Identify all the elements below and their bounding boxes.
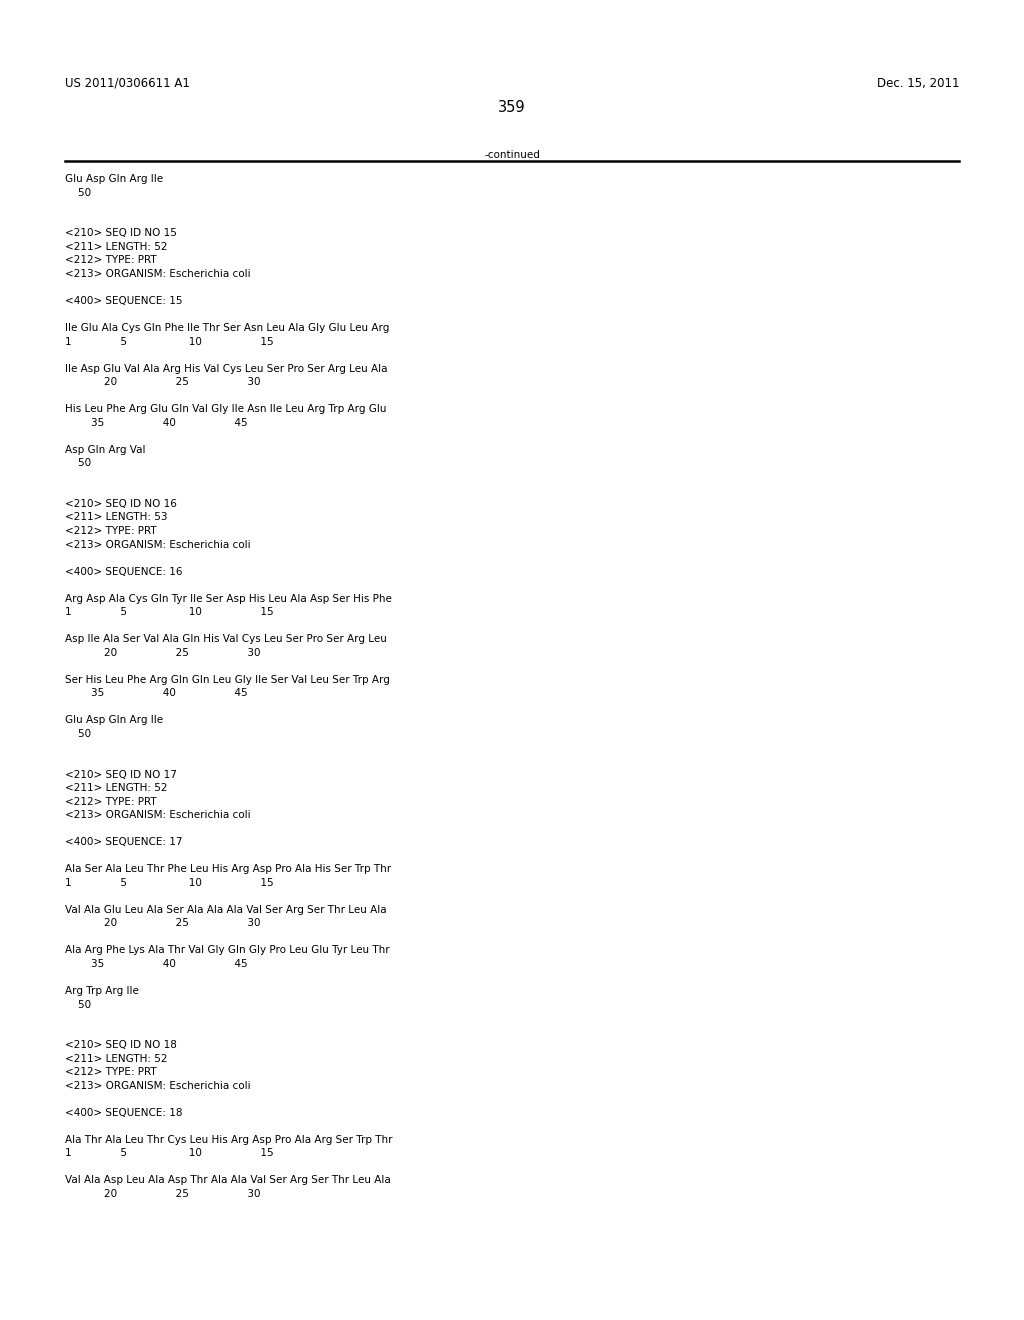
Text: 20                  25                  30: 20 25 30	[65, 378, 260, 387]
Text: 20                  25                  30: 20 25 30	[65, 648, 260, 657]
Text: Ile Asp Glu Val Ala Arg His Val Cys Leu Ser Pro Ser Arg Leu Ala: Ile Asp Glu Val Ala Arg His Val Cys Leu …	[65, 364, 387, 374]
Text: <210> SEQ ID NO 17: <210> SEQ ID NO 17	[65, 770, 176, 780]
Text: 50: 50	[65, 729, 91, 739]
Text: Arg Trp Arg Ile: Arg Trp Arg Ile	[65, 986, 138, 997]
Text: Ala Ser Ala Leu Thr Phe Leu His Arg Asp Pro Ala His Ser Trp Thr: Ala Ser Ala Leu Thr Phe Leu His Arg Asp …	[65, 865, 390, 874]
Text: Asp Ile Ala Ser Val Ala Gln His Val Cys Leu Ser Pro Ser Arg Leu: Asp Ile Ala Ser Val Ala Gln His Val Cys …	[65, 635, 386, 644]
Text: -continued: -continued	[484, 150, 540, 161]
Text: 50: 50	[65, 187, 91, 198]
Text: Arg Asp Ala Cys Gln Tyr Ile Ser Asp His Leu Ala Asp Ser His Phe: Arg Asp Ala Cys Gln Tyr Ile Ser Asp His …	[65, 594, 391, 603]
Text: 20                  25                  30: 20 25 30	[65, 919, 260, 928]
Text: <211> LENGTH: 52: <211> LENGTH: 52	[65, 1053, 167, 1064]
Text: US 2011/0306611 A1: US 2011/0306611 A1	[65, 77, 189, 90]
Text: <210> SEQ ID NO 18: <210> SEQ ID NO 18	[65, 1040, 176, 1051]
Text: <213> ORGANISM: Escherichia coli: <213> ORGANISM: Escherichia coli	[65, 1081, 250, 1090]
Text: <213> ORGANISM: Escherichia coli: <213> ORGANISM: Escherichia coli	[65, 810, 250, 820]
Text: 50: 50	[65, 458, 91, 469]
Text: His Leu Phe Arg Glu Gln Val Gly Ile Asn Ile Leu Arg Trp Arg Glu: His Leu Phe Arg Glu Gln Val Gly Ile Asn …	[65, 404, 386, 414]
Text: Dec. 15, 2011: Dec. 15, 2011	[877, 77, 959, 90]
Text: <210> SEQ ID NO 16: <210> SEQ ID NO 16	[65, 499, 176, 510]
Text: <400> SEQUENCE: 18: <400> SEQUENCE: 18	[65, 1107, 182, 1118]
Text: <212> TYPE: PRT: <212> TYPE: PRT	[65, 256, 156, 265]
Text: 35                  40                  45: 35 40 45	[65, 958, 247, 969]
Text: 20                  25                  30: 20 25 30	[65, 1189, 260, 1199]
Text: 35                  40                  45: 35 40 45	[65, 417, 247, 428]
Text: 1               5                   10                  15: 1 5 10 15	[65, 1148, 273, 1159]
Text: Ser His Leu Phe Arg Gln Gln Leu Gly Ile Ser Val Leu Ser Trp Arg: Ser His Leu Phe Arg Gln Gln Leu Gly Ile …	[65, 675, 389, 685]
Text: Val Ala Glu Leu Ala Ser Ala Ala Ala Val Ser Arg Ser Thr Leu Ala: Val Ala Glu Leu Ala Ser Ala Ala Ala Val …	[65, 906, 386, 915]
Text: <212> TYPE: PRT: <212> TYPE: PRT	[65, 1067, 156, 1077]
Text: <212> TYPE: PRT: <212> TYPE: PRT	[65, 796, 156, 807]
Text: 50: 50	[65, 999, 91, 1010]
Text: <400> SEQUENCE: 17: <400> SEQUENCE: 17	[65, 837, 182, 847]
Text: Ala Thr Ala Leu Thr Cys Leu His Arg Asp Pro Ala Arg Ser Trp Thr: Ala Thr Ala Leu Thr Cys Leu His Arg Asp …	[65, 1135, 392, 1144]
Text: 359: 359	[499, 100, 525, 115]
Text: Ala Arg Phe Lys Ala Thr Val Gly Gln Gly Pro Leu Glu Tyr Leu Thr: Ala Arg Phe Lys Ala Thr Val Gly Gln Gly …	[65, 945, 389, 956]
Text: 1               5                   10                  15: 1 5 10 15	[65, 337, 273, 347]
Text: Ile Glu Ala Cys Gln Phe Ile Thr Ser Asn Leu Ala Gly Glu Leu Arg: Ile Glu Ala Cys Gln Phe Ile Thr Ser Asn …	[65, 323, 389, 333]
Text: <400> SEQUENCE: 15: <400> SEQUENCE: 15	[65, 296, 182, 306]
Text: <400> SEQUENCE: 16: <400> SEQUENCE: 16	[65, 566, 182, 577]
Text: 1               5                   10                  15: 1 5 10 15	[65, 607, 273, 618]
Text: Glu Asp Gln Arg Ile: Glu Asp Gln Arg Ile	[65, 174, 163, 185]
Text: Glu Asp Gln Arg Ile: Glu Asp Gln Arg Ile	[65, 715, 163, 726]
Text: <211> LENGTH: 52: <211> LENGTH: 52	[65, 783, 167, 793]
Text: 1               5                   10                  15: 1 5 10 15	[65, 878, 273, 888]
Text: <213> ORGANISM: Escherichia coli: <213> ORGANISM: Escherichia coli	[65, 269, 250, 279]
Text: <211> LENGTH: 52: <211> LENGTH: 52	[65, 242, 167, 252]
Text: <212> TYPE: PRT: <212> TYPE: PRT	[65, 527, 156, 536]
Text: Val Ala Asp Leu Ala Asp Thr Ala Ala Val Ser Arg Ser Thr Leu Ala: Val Ala Asp Leu Ala Asp Thr Ala Ala Val …	[65, 1176, 390, 1185]
Text: <211> LENGTH: 53: <211> LENGTH: 53	[65, 512, 167, 523]
Text: <213> ORGANISM: Escherichia coli: <213> ORGANISM: Escherichia coli	[65, 540, 250, 549]
Text: <210> SEQ ID NO 15: <210> SEQ ID NO 15	[65, 228, 176, 239]
Text: Asp Gln Arg Val: Asp Gln Arg Val	[65, 445, 145, 455]
Text: 35                  40                  45: 35 40 45	[65, 689, 247, 698]
